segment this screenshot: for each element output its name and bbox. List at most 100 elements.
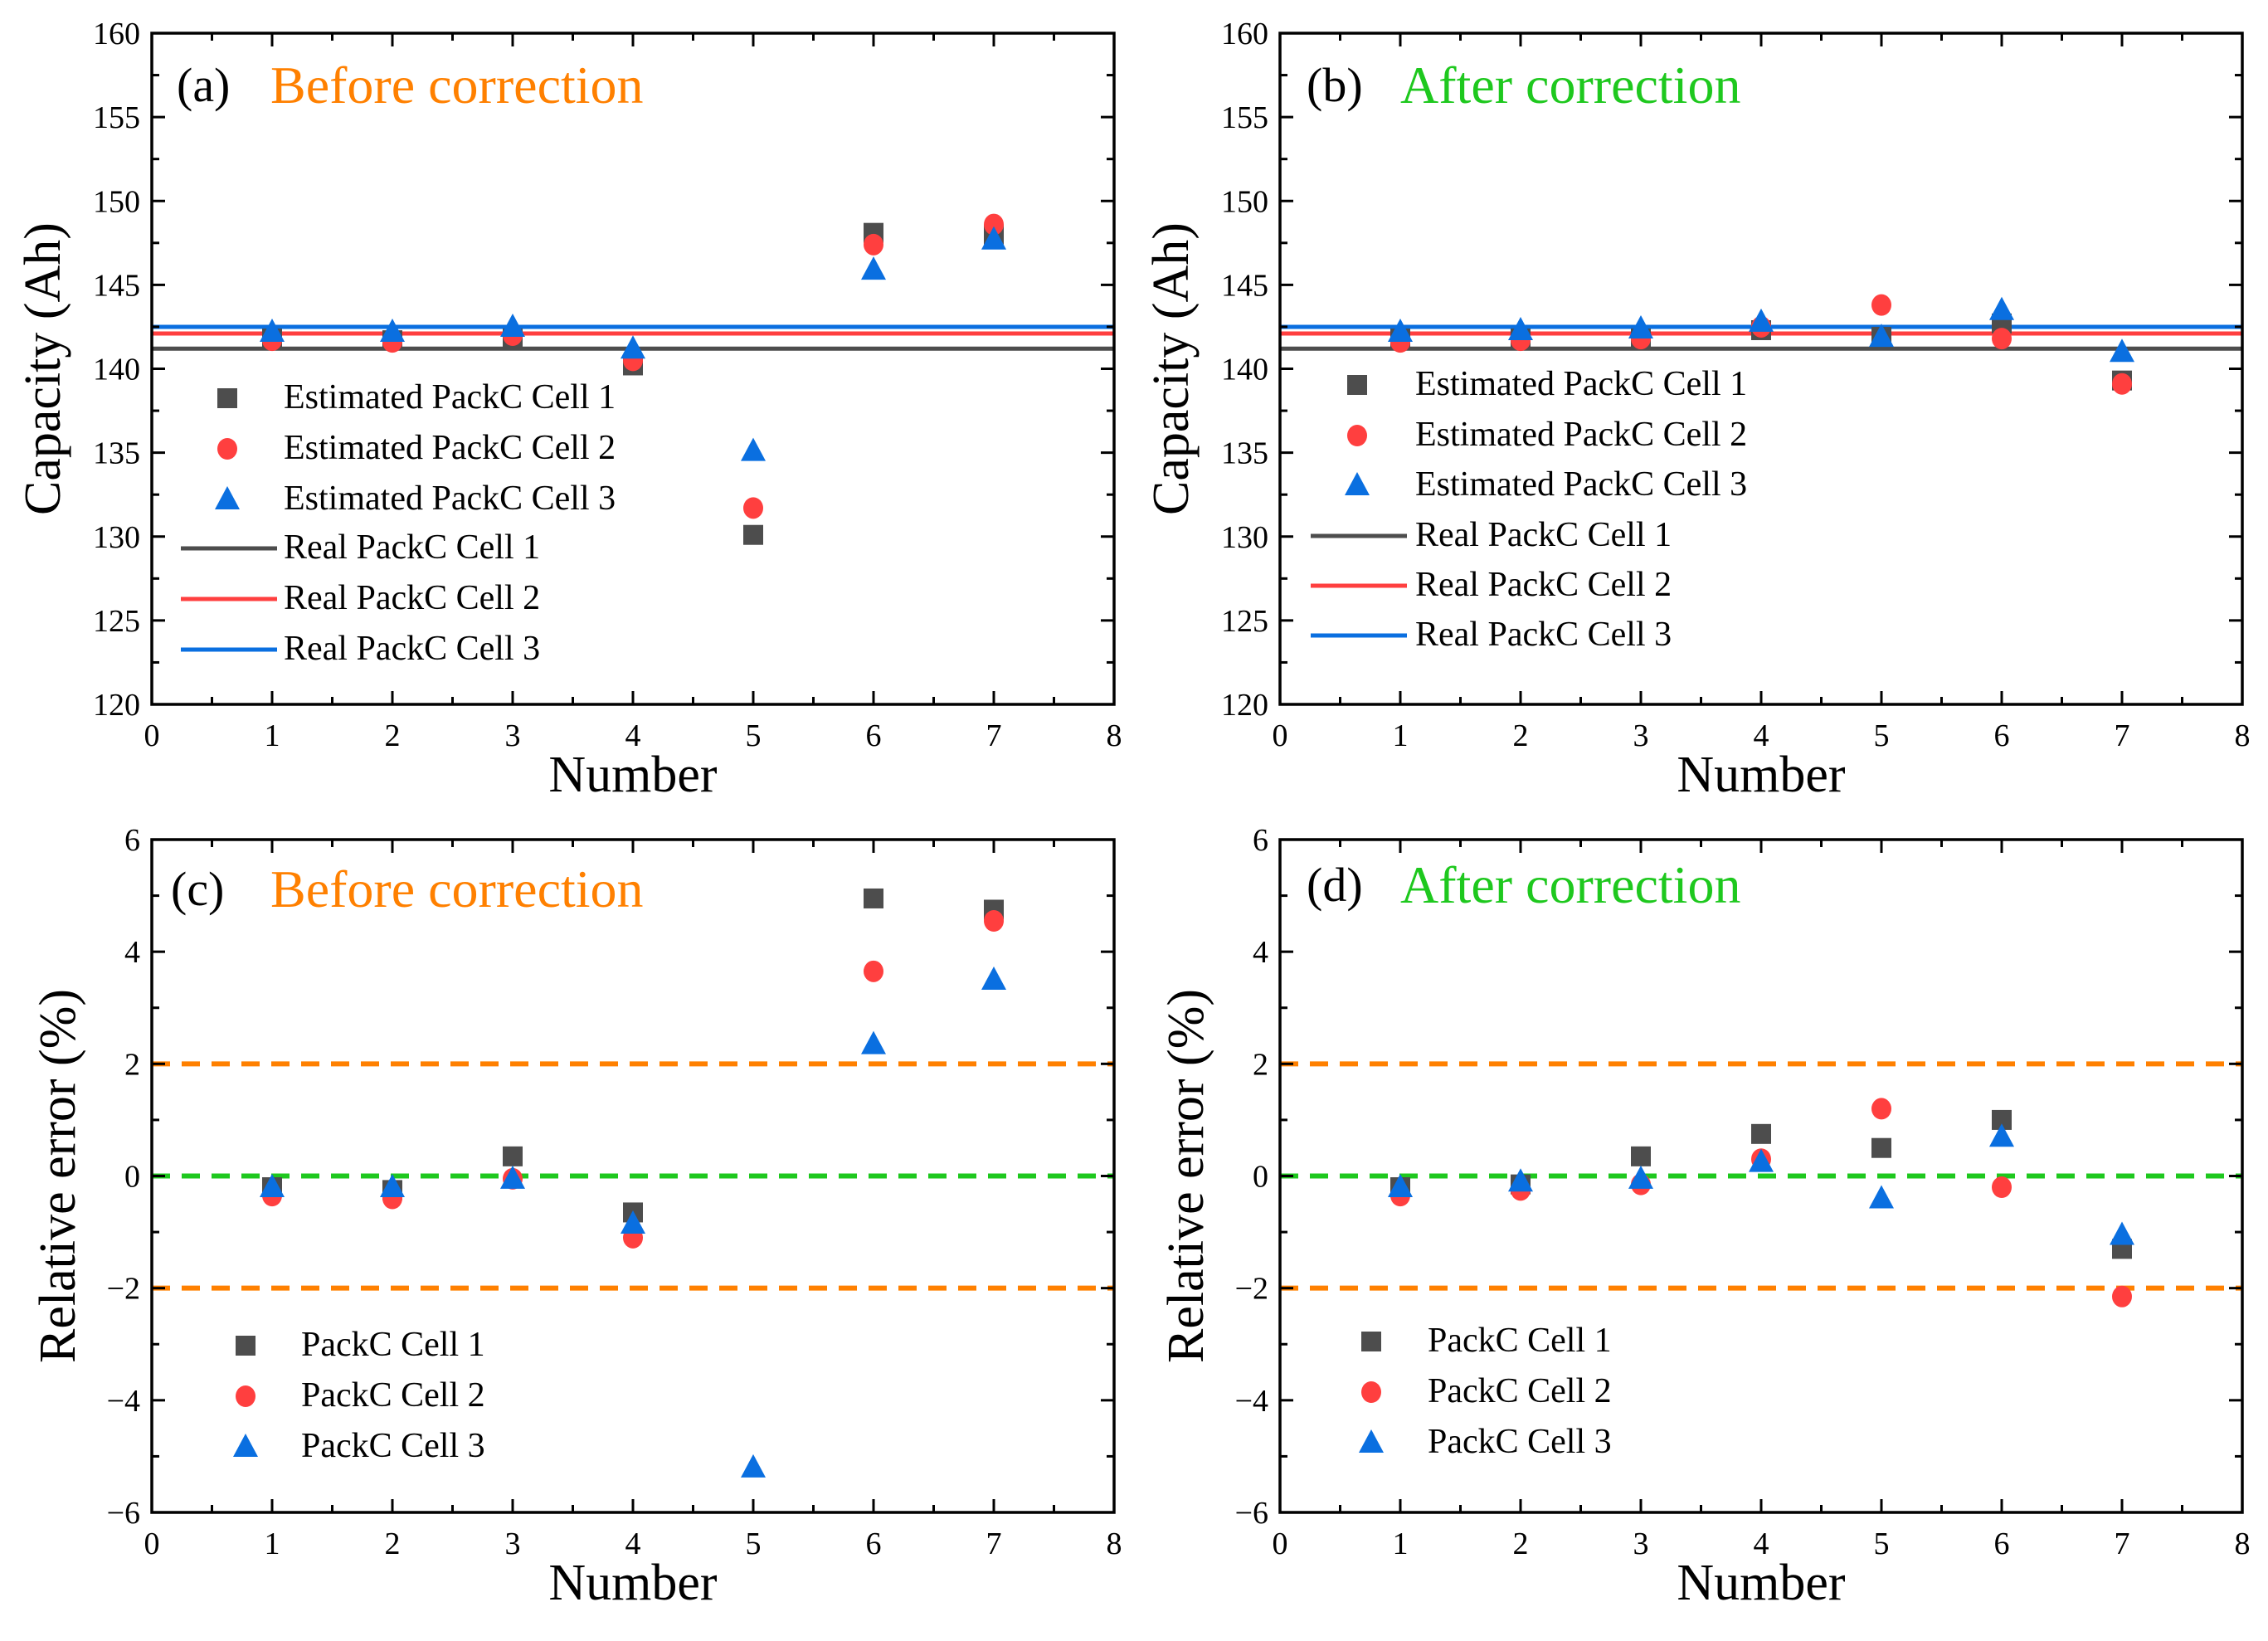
data-point	[380, 319, 405, 343]
y-axis-label: Capacity (Ah)	[1143, 222, 1200, 515]
legend-marker	[236, 1336, 256, 1356]
data-point	[981, 226, 1006, 250]
panel-c: 0 1 2 3 4 5 6 7 8 −6 −4 −2 0 2 4 6 Number Relative error …	[30, 823, 1122, 1611]
x-tick-label: 6	[1994, 1527, 2010, 1561]
panel-d: 0 1 2 3 4 5 6 7 8 −6 −4 −2 0 2 4 6 Number Relative error …	[1158, 823, 2251, 1611]
x-tick-label: 5	[1874, 718, 1890, 753]
y-tick-label: −2	[1235, 1272, 1268, 1307]
y-axis-label: Relative error (%)	[30, 989, 86, 1363]
data-point	[503, 1146, 523, 1166]
data-point	[1871, 294, 1891, 316]
series-cell-2	[262, 909, 1004, 1249]
data-point	[1871, 1137, 1891, 1158]
data-point	[864, 960, 883, 982]
y-tick-label: 125	[1221, 604, 1268, 639]
y-tick-label: 130	[93, 520, 140, 555]
y-tick-label: 145	[1221, 268, 1268, 303]
x-tick-label: 2	[385, 718, 401, 753]
y-tick-label: 140	[1221, 353, 1268, 387]
legend-marker	[1359, 1429, 1384, 1453]
x-tick-label: 4	[625, 718, 641, 753]
y-tick-label: 6	[1253, 823, 1268, 858]
y-tick-label: 120	[93, 688, 140, 723]
y-tick-label: 135	[1221, 436, 1268, 471]
legend-marker	[233, 1434, 258, 1457]
legend-label: Real PackC Cell 3	[284, 630, 540, 668]
y-tick-label: −4	[1235, 1384, 1268, 1419]
y-tick-label: 4	[124, 935, 140, 970]
legend-label: Real PackC Cell 2	[284, 579, 540, 617]
x-tick-label: 6	[1994, 718, 2010, 753]
panel-label: (c)	[171, 862, 224, 916]
x-axis-label: Number	[548, 747, 718, 803]
x-tick-label: 5	[746, 718, 762, 753]
y-tick-label: 145	[93, 268, 140, 303]
data-point	[1628, 314, 1653, 338]
y-tick-label: 2	[1253, 1047, 1268, 1082]
data-point	[743, 497, 763, 519]
data-point	[1989, 296, 2014, 320]
legend-label: PackC Cell 1	[1428, 1322, 1612, 1360]
data-point	[984, 213, 1004, 236]
legend-label: PackC Cell 2	[301, 1376, 485, 1415]
x-axis-label: Number	[548, 1555, 718, 1611]
data-point	[1992, 1176, 2012, 1199]
x-tick-label: 7	[986, 718, 1002, 753]
data-point	[260, 1174, 285, 1198]
panel-title: Before correction	[270, 56, 644, 114]
series-cell-1	[262, 888, 1004, 1223]
data-point	[2112, 1285, 2132, 1307]
data-point	[984, 909, 1004, 932]
x-tick-label: 1	[265, 1527, 280, 1561]
series-cell-3	[260, 226, 1006, 461]
data-point	[741, 1454, 766, 1478]
panel-b: 0 1 2 3 4 5 6 7 8 120 125 130 135 140 145 150 155 160 Numb…	[1143, 17, 2251, 803]
panel-title: After correction	[1400, 855, 1740, 914]
data-point	[1508, 316, 1533, 340]
x-axis-label: Number	[1677, 1555, 1846, 1611]
x-tick-label: 3	[1633, 718, 1649, 753]
x-tick-label: 1	[1393, 1527, 1409, 1561]
y-tick-label: 0	[1253, 1160, 1268, 1195]
x-tick-label: 0	[1273, 1527, 1288, 1561]
data-point	[864, 233, 883, 256]
y-tick-label: 4	[1253, 935, 1268, 970]
data-point	[500, 1165, 525, 1189]
legend-label: PackC Cell 3	[1428, 1423, 1612, 1461]
legend-label: Estimated PackC Cell 1	[1415, 365, 1747, 403]
x-tick-label: 1	[1393, 718, 1409, 753]
data-point	[1388, 319, 1413, 343]
data-point	[1751, 1123, 1771, 1144]
panel-label: (d)	[1307, 858, 1363, 912]
data-point	[2110, 1221, 2134, 1245]
x-tick-label: 5	[1874, 1527, 1890, 1561]
legend-label: Estimated PackC Cell 3	[284, 480, 616, 518]
x-tick-label: 7	[986, 1527, 1002, 1561]
legend-marker	[215, 486, 240, 509]
data-point	[1388, 1174, 1413, 1198]
data-point	[621, 1210, 645, 1234]
x-tick-label: 8	[2235, 718, 2251, 753]
legend-label: Real PackC Cell 3	[1415, 616, 1672, 654]
data-point	[861, 1030, 886, 1054]
legend-label: Real PackC Cell 1	[1415, 516, 1672, 554]
x-tick-label: 7	[2115, 1527, 2130, 1561]
y-tick-label: 150	[1221, 184, 1268, 219]
x-tick-label: 1	[265, 718, 280, 753]
legend-label: PackC Cell 2	[1428, 1372, 1612, 1410]
y-tick-label: 150	[93, 184, 140, 219]
x-tick-label: 8	[1107, 718, 1122, 753]
y-tick-label: −4	[107, 1384, 140, 1419]
data-point	[621, 335, 645, 359]
data-point	[2112, 373, 2132, 395]
data-point	[741, 437, 766, 461]
series-cell-3	[260, 966, 1006, 1478]
data-point	[1871, 1098, 1891, 1120]
series-cell-3	[1388, 1123, 2134, 1245]
x-tick-label: 8	[1107, 1527, 1122, 1561]
legend: PackC Cell 1 PackC Cell 2 PackC Cell 3	[233, 1326, 485, 1465]
data-point	[500, 313, 525, 337]
series-cell-1	[1390, 1109, 2132, 1259]
data-point	[1869, 1185, 1894, 1209]
